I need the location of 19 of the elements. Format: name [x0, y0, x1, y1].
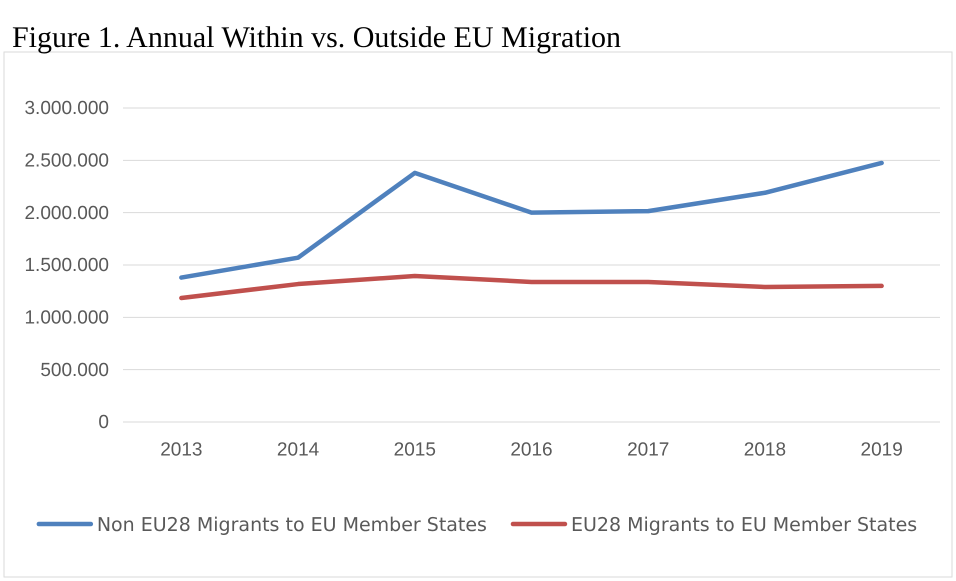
line-series	[179, 274, 884, 300]
y-tick-label: 1.500.000	[24, 255, 109, 276]
x-tick-label: 2013	[160, 439, 202, 460]
x-tick-label: 2016	[510, 439, 553, 460]
y-tick-label: 2.500.000	[24, 150, 109, 172]
legend-label: EU28 Migrants to EU Member States	[570, 514, 918, 536]
x-tick-label: 2015	[394, 439, 436, 460]
legend-label: Non EU28 Migrants to EU Member States	[96, 514, 487, 536]
line-series	[179, 160, 884, 280]
y-tick-label: 2.000.000	[24, 202, 109, 224]
y-tick-label: 500.000	[40, 360, 109, 381]
y-tick-label: 1.000.000	[24, 307, 109, 328]
y-tick-label: 3.000.000	[24, 98, 109, 120]
x-tick-label: 2019	[860, 439, 903, 460]
chart-title: Figure 1. Annual Within vs. Outside EU Migration	[12, 21, 622, 54]
x-tick-label: 2018	[744, 439, 786, 460]
x-tick-label: 2014	[276, 439, 320, 460]
y-tick-label: 0	[98, 412, 109, 434]
x-tick-label: 2017	[627, 439, 670, 460]
